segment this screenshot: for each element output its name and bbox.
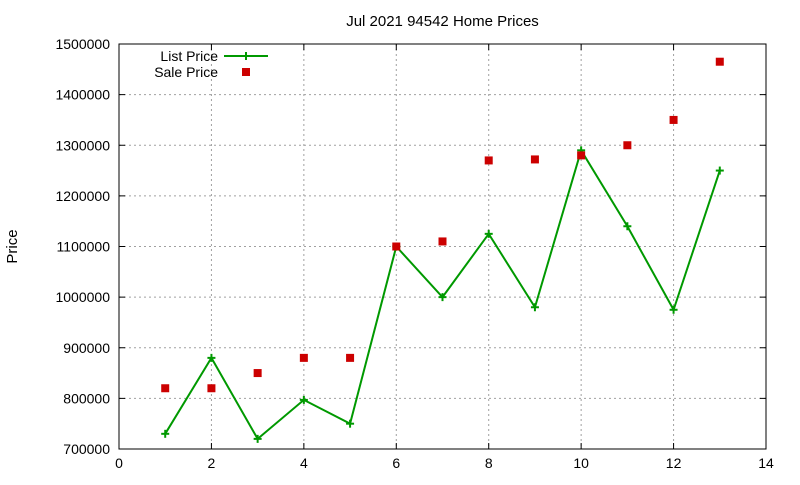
legend-label: Sale Price bbox=[154, 64, 218, 80]
chart-title: Jul 2021 94542 Home Prices bbox=[346, 13, 539, 30]
x-tick-label: 10 bbox=[573, 455, 589, 471]
sale-price-point bbox=[669, 115, 678, 124]
sale-price-point bbox=[438, 237, 447, 246]
list-price-point bbox=[253, 434, 262, 443]
legend-label: List Price bbox=[160, 48, 218, 64]
sale-price-point bbox=[577, 151, 586, 160]
y-tick-label: 1100000 bbox=[57, 239, 111, 255]
axis-ticks: 0 2 4 6 8 10 12 14 700000 800000 900000 1000000 1100… bbox=[55, 36, 774, 471]
y-tick-label: 700000 bbox=[63, 441, 110, 457]
sale-price-point bbox=[623, 141, 632, 150]
x-tick-label: 4 bbox=[300, 455, 308, 471]
sale-price-point bbox=[530, 155, 539, 164]
list-price-point bbox=[530, 303, 539, 312]
y-tick-label: 1300000 bbox=[55, 137, 110, 153]
x-tick-label: 8 bbox=[485, 455, 493, 471]
list-price-point bbox=[623, 222, 632, 231]
legend-swatch-marker bbox=[242, 68, 250, 76]
list-price-point bbox=[161, 429, 170, 438]
sale-price-point bbox=[484, 156, 493, 165]
sale-price-point bbox=[161, 384, 170, 393]
list-price-point bbox=[207, 353, 216, 362]
sale-price-point bbox=[392, 242, 401, 251]
sale-price-point bbox=[346, 353, 355, 362]
sale-price-point bbox=[253, 369, 262, 378]
x-tick-label: 14 bbox=[758, 455, 774, 471]
y-tick-label: 900000 bbox=[63, 340, 110, 356]
y-tick-label: 1400000 bbox=[55, 87, 110, 103]
list-price-point bbox=[299, 395, 308, 404]
y-tick-label: 1500000 bbox=[55, 36, 110, 52]
y-axis-label: Price bbox=[4, 229, 21, 263]
list-price-point bbox=[346, 419, 355, 428]
legend-swatch-marker bbox=[242, 52, 250, 60]
x-tick-label: 0 bbox=[115, 455, 123, 471]
x-tick-label: 2 bbox=[208, 455, 216, 471]
y-tick-label: 800000 bbox=[63, 390, 110, 406]
list-price-point bbox=[438, 293, 447, 302]
sale-price-point bbox=[299, 353, 308, 362]
x-tick-label: 6 bbox=[392, 455, 400, 471]
y-tick-label: 1200000 bbox=[55, 188, 110, 204]
sale-price-point bbox=[715, 57, 724, 66]
list-price-point bbox=[484, 229, 493, 238]
list-price-point bbox=[715, 166, 724, 175]
gridlines bbox=[119, 44, 766, 449]
y-tick-label: 1000000 bbox=[55, 289, 110, 305]
plot-frame bbox=[118, 43, 767, 450]
sale-price-point bbox=[207, 384, 216, 393]
data-series bbox=[161, 57, 724, 443]
x-tick-label: 12 bbox=[666, 455, 682, 471]
list-price-point bbox=[669, 305, 678, 314]
